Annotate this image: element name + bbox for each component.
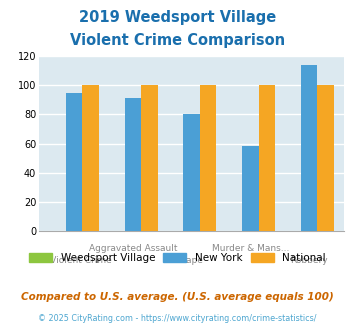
Text: Murder & Mans...: Murder & Mans... — [212, 244, 289, 252]
Text: All Violent Crime: All Violent Crime — [37, 256, 112, 265]
Bar — [317, 85, 334, 231]
Bar — [200, 85, 216, 231]
Text: © 2025 CityRating.com - https://www.cityrating.com/crime-statistics/: © 2025 CityRating.com - https://www.city… — [38, 314, 317, 323]
Text: Compared to U.S. average. (U.S. average equals 100): Compared to U.S. average. (U.S. average … — [21, 292, 334, 302]
Bar — [184, 115, 200, 231]
Text: Violent Crime Comparison: Violent Crime Comparison — [70, 33, 285, 48]
Legend: Weedsport Village, New York, National: Weedsport Village, New York, National — [25, 248, 330, 267]
Text: Rape: Rape — [180, 256, 203, 265]
Bar — [66, 92, 82, 231]
Bar — [82, 85, 99, 231]
Bar — [141, 85, 158, 231]
Bar — [301, 65, 317, 231]
Text: 2019 Weedsport Village: 2019 Weedsport Village — [79, 10, 276, 25]
Text: Robbery: Robbery — [290, 256, 328, 265]
Bar — [125, 98, 141, 231]
Text: Aggravated Assault: Aggravated Assault — [89, 244, 177, 252]
Bar — [242, 147, 259, 231]
Bar — [259, 85, 275, 231]
